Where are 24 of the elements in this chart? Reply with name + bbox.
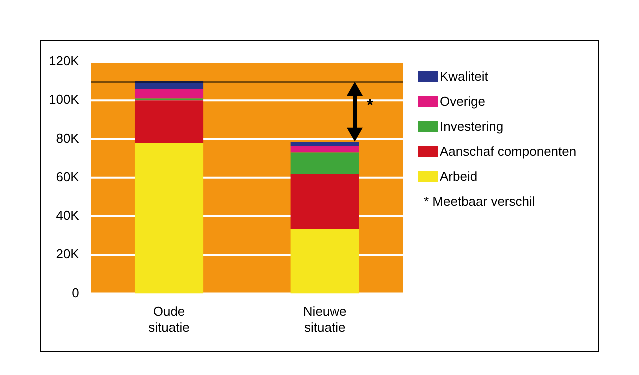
bar bbox=[134, 143, 204, 294]
annotation: * bbox=[367, 98, 374, 115]
x-tick-label: Oude situatie bbox=[148, 304, 190, 335]
y-tick-label: 20K bbox=[56, 246, 80, 262]
bar bbox=[290, 229, 360, 294]
legend-label: Aanschaf componenten bbox=[440, 144, 577, 159]
y-tick-label: 0 bbox=[72, 285, 80, 300]
bar bbox=[290, 174, 360, 230]
y-tick-label: 40K bbox=[56, 208, 80, 224]
legend-label: Investering bbox=[440, 119, 504, 134]
y-tick-label: 120K bbox=[48, 54, 80, 69]
legend-label: Arbeid bbox=[440, 169, 478, 184]
text: * Meetbaar verschil bbox=[423, 193, 536, 211]
bar bbox=[290, 142, 360, 146]
bar bbox=[290, 152, 360, 174]
legend-label: Overige bbox=[440, 94, 486, 109]
y-tick-label: 80K bbox=[56, 130, 80, 146]
x-tick-label: Nieuwe situatie bbox=[303, 304, 347, 335]
bar bbox=[290, 146, 360, 153]
bar bbox=[134, 100, 204, 144]
y-tick-label: 60K bbox=[56, 169, 80, 184]
legend-label: Kwaliteit bbox=[440, 69, 488, 84]
y-tick-label: 100K bbox=[48, 92, 80, 108]
bar bbox=[134, 89, 204, 99]
